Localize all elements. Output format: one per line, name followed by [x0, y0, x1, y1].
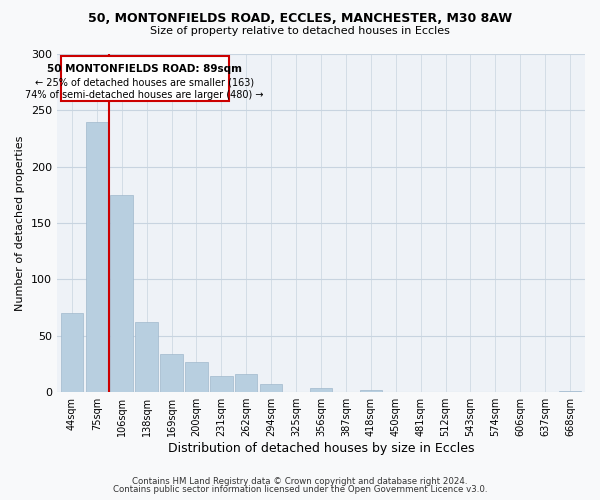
Bar [110, 195, 133, 392]
X-axis label: Distribution of detached houses by size in Eccles: Distribution of detached houses by size … [168, 442, 474, 455]
Bar [210, 376, 233, 392]
Bar [160, 354, 183, 392]
Text: 50, MONTONFIELDS ROAD, ECCLES, MANCHESTER, M30 8AW: 50, MONTONFIELDS ROAD, ECCLES, MANCHESTE… [88, 12, 512, 26]
Bar [235, 374, 257, 392]
Bar [185, 362, 208, 392]
Bar [86, 122, 108, 392]
Bar [260, 384, 283, 392]
Y-axis label: Number of detached properties: Number of detached properties [16, 136, 25, 311]
FancyBboxPatch shape [61, 56, 229, 102]
Text: Size of property relative to detached houses in Eccles: Size of property relative to detached ho… [150, 26, 450, 36]
Bar [136, 322, 158, 392]
Text: Contains HM Land Registry data © Crown copyright and database right 2024.: Contains HM Land Registry data © Crown c… [132, 477, 468, 486]
Bar [559, 391, 581, 392]
Text: ← 25% of detached houses are smaller (163): ← 25% of detached houses are smaller (16… [35, 78, 254, 88]
Bar [310, 388, 332, 392]
Text: 74% of semi-detached houses are larger (480) →: 74% of semi-detached houses are larger (… [25, 90, 264, 100]
Text: 50 MONTONFIELDS ROAD: 89sqm: 50 MONTONFIELDS ROAD: 89sqm [47, 64, 242, 74]
Bar [61, 314, 83, 392]
Bar [359, 390, 382, 392]
Text: Contains public sector information licensed under the Open Government Licence v3: Contains public sector information licen… [113, 485, 487, 494]
